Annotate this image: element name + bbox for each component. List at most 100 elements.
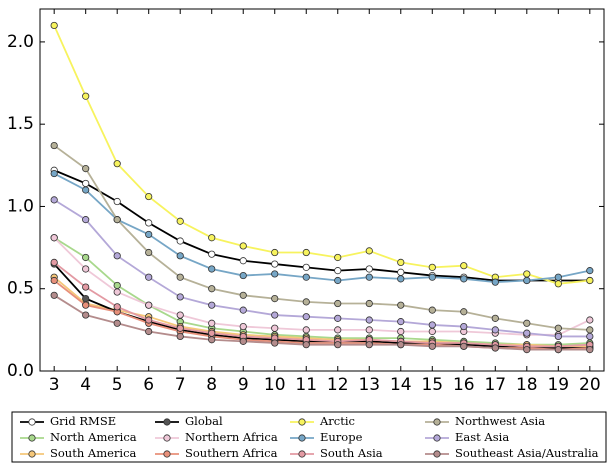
data-point bbox=[82, 179, 90, 188]
data-point bbox=[271, 324, 279, 332]
data-point bbox=[491, 314, 499, 322]
legend-marker bbox=[433, 434, 441, 442]
data-point bbox=[428, 327, 436, 336]
data-point bbox=[82, 253, 90, 262]
data-point bbox=[82, 265, 90, 273]
data-point bbox=[208, 285, 216, 293]
legend-marker bbox=[298, 434, 306, 442]
series-line bbox=[53, 237, 591, 336]
x-tick-label: 3 bbox=[49, 375, 60, 395]
legend-marker bbox=[28, 434, 36, 442]
y-tick-label: 1.5 bbox=[7, 114, 34, 134]
legend-label: Southern Africa bbox=[185, 446, 278, 460]
data-point bbox=[176, 217, 184, 225]
data-point bbox=[208, 265, 216, 273]
x-tick-label: 16 bbox=[453, 375, 475, 395]
series-line bbox=[53, 199, 590, 338]
data-point bbox=[176, 311, 184, 319]
data-point bbox=[145, 301, 153, 309]
x-tick-label: 6 bbox=[143, 375, 154, 395]
data-point bbox=[208, 301, 216, 309]
series-line bbox=[53, 276, 590, 348]
data-point bbox=[50, 141, 58, 150]
data-point bbox=[145, 248, 153, 257]
data-point bbox=[302, 248, 310, 257]
data-point bbox=[334, 341, 342, 349]
legend-label: Northwest Asia bbox=[455, 414, 545, 428]
x-tick-label: 7 bbox=[175, 375, 186, 395]
legend-marker bbox=[433, 450, 441, 458]
data-point bbox=[82, 294, 90, 303]
data-point bbox=[176, 324, 184, 332]
x-tick-label: 4 bbox=[80, 375, 91, 395]
series-line bbox=[53, 25, 590, 285]
data-point bbox=[271, 260, 279, 268]
data-point bbox=[208, 329, 216, 337]
data-point bbox=[145, 230, 153, 239]
series-line bbox=[53, 172, 591, 284]
data-point bbox=[428, 306, 436, 314]
data-point bbox=[113, 252, 121, 260]
data-point bbox=[113, 319, 121, 327]
data-point bbox=[113, 281, 121, 290]
data-point bbox=[239, 337, 247, 345]
data-point bbox=[113, 288, 121, 296]
data-point bbox=[145, 273, 153, 281]
data-point bbox=[586, 326, 594, 334]
data-point bbox=[460, 322, 468, 331]
data-point bbox=[460, 308, 468, 316]
data-point bbox=[365, 299, 373, 308]
x-tick-label: 10 bbox=[264, 375, 286, 395]
data-point bbox=[397, 318, 405, 326]
data-point bbox=[145, 316, 153, 324]
data-point bbox=[397, 301, 405, 309]
data-point bbox=[523, 329, 531, 337]
data-point bbox=[554, 332, 562, 341]
data-point bbox=[50, 276, 58, 285]
data-point bbox=[82, 216, 90, 224]
legend-label: Northern Africa bbox=[185, 430, 278, 444]
data-point bbox=[50, 291, 58, 299]
data-point bbox=[554, 280, 562, 288]
data-point bbox=[271, 248, 279, 257]
data-point bbox=[239, 257, 247, 265]
data-point bbox=[113, 160, 121, 168]
x-tick-label: 17 bbox=[484, 375, 506, 395]
data-point bbox=[145, 327, 153, 336]
data-point bbox=[397, 341, 405, 349]
data-point bbox=[334, 253, 342, 262]
data-point bbox=[460, 342, 468, 350]
series-line bbox=[53, 261, 590, 348]
data-point bbox=[271, 311, 279, 319]
data-point bbox=[397, 268, 405, 276]
data-point bbox=[554, 273, 562, 281]
data-point bbox=[302, 326, 310, 334]
legend-marker bbox=[28, 450, 36, 458]
legend-label: South Asia bbox=[320, 446, 383, 460]
data-point bbox=[397, 327, 405, 336]
data-point bbox=[271, 294, 279, 303]
data-point bbox=[82, 283, 90, 291]
data-point bbox=[239, 271, 247, 280]
y-tick-label: 0.0 bbox=[7, 361, 34, 381]
data-point bbox=[334, 326, 342, 334]
data-point bbox=[302, 263, 310, 271]
legend-label: East Asia bbox=[455, 430, 509, 444]
data-point bbox=[208, 319, 216, 327]
data-point bbox=[271, 270, 279, 278]
x-tick-label: 18 bbox=[516, 375, 538, 395]
series-line bbox=[53, 294, 590, 351]
x-tick-label: 19 bbox=[547, 375, 569, 395]
data-point bbox=[365, 316, 373, 324]
legend-label: Europe bbox=[320, 430, 363, 444]
data-point bbox=[208, 250, 216, 258]
data-point bbox=[239, 322, 247, 331]
data-point bbox=[523, 276, 531, 285]
data-point bbox=[397, 275, 405, 283]
data-point bbox=[50, 258, 58, 266]
data-point bbox=[113, 303, 121, 311]
legend-label: Grid RMSE bbox=[50, 414, 116, 428]
legend-marker bbox=[28, 418, 36, 426]
data-point bbox=[82, 186, 90, 194]
